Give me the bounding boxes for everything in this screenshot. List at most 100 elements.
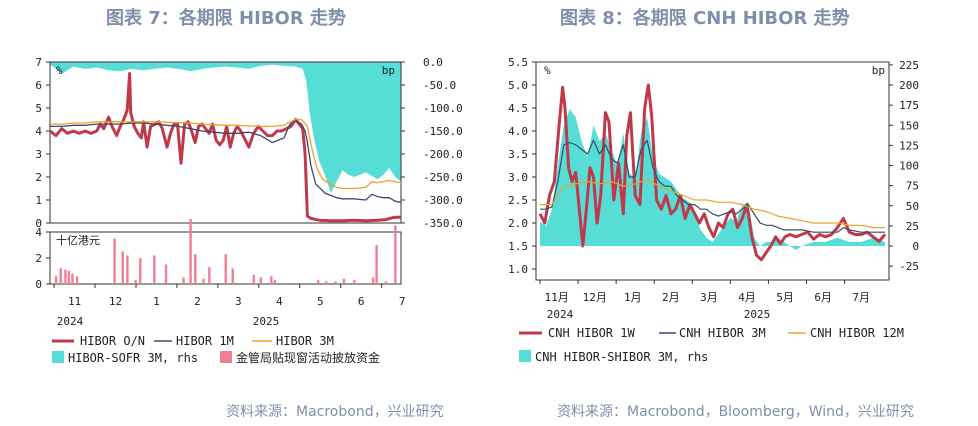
x-tick-label: 6月 [814,291,832,304]
right-ytick-label: -150.0 [423,125,463,138]
left-ytick-label: 1 [35,194,42,207]
left-ytick-label: 6 [35,79,42,92]
legend-label-cnh-1w: CNH HIBOR 1W [548,326,635,340]
bar-hkma-discount-window [334,281,337,284]
bar-hkma-discount-window [231,268,234,284]
left-ytick-label: 4.0 [508,125,528,138]
legend-label-cnh-shibor: CNH HIBOR-SHIBOR 3M, rhs [535,350,708,364]
line-cnh-hibor-3m [540,139,885,233]
bar-hkma-discount-window [342,278,346,284]
right-source-note: 资料来源：Macrobond，Bloomberg，Wind，兴业研究 [557,404,914,420]
bar-hkma-discount-window [71,273,74,284]
bar-hkma-discount-window [325,281,328,284]
bar-hkma-discount-window [194,254,197,284]
bar-hkma-discount-window [208,267,211,284]
lower-unit-label: 十亿港元 [56,233,100,247]
bar-hkma-discount-window [375,245,378,284]
x-tick-label: 2月 [662,291,680,304]
left-ytick-label: 5.0 [508,79,528,92]
legend-label-cnh-12m: CNH HIBOR 12M [810,326,904,340]
left-ytick-label: 2 [35,171,42,184]
left-ytick-label: 2.0 [508,217,528,230]
right-ytick-label: 100 [899,160,919,173]
right-ytick-label: -250.0 [423,171,463,184]
left-chart-title: 图表 7：各期限 HIBOR 走势 [106,8,346,29]
right-ytick-label: 0 [912,240,919,253]
legend-label-hibor-on: HIBOR O/N [80,334,145,348]
bar-hkma-discount-window [126,255,129,284]
upper-plot-frame [49,61,402,224]
right-ytick-label: 0.0 [423,56,443,69]
right-ytick-label: -100.0 [423,102,463,115]
bar-hkma-discount-window [121,251,124,284]
year-label-2024: 2024 [547,308,574,321]
legend-label-hibor-3m: HIBOR 3M [276,334,334,348]
bar-hkma-discount-window [371,277,375,284]
right-ytick-label: 150 [899,119,919,132]
x-tick-label: 7 [399,295,406,308]
bar-hkma-discount-window [384,281,388,284]
x-tick-label: 1 [153,295,160,308]
x-tick-label: 11月 [545,291,569,304]
right-ytick-label: 125 [899,139,919,152]
x-tick-label: 5月 [776,291,794,304]
legend-swatch-discount-window [220,351,232,363]
x-tick-label: 12 [109,295,122,308]
legend-label-hibor-sofr: HIBOR-SOFR 3M, rhs [68,351,198,365]
right-unit-label: bp [872,64,885,77]
left-ytick-label: 1.5 [508,240,528,253]
bar-hkma-discount-window [259,277,262,284]
right-ytick-label: -350.0 [423,217,463,230]
line-hibor-1m [50,119,402,203]
right-plot-frame [535,61,890,281]
bar-hkma-discount-window [252,274,255,284]
bar-hkma-discount-window [224,254,227,284]
left-ytick-label: 2.5 [508,194,528,207]
left-ytick-label: 3.0 [508,171,528,184]
year-label-2024: 2024 [57,315,84,328]
left-source-note: 资料来源：Macrobond，兴业研究 [226,404,444,420]
legend-label-discount-window: 金管局贴现窗活动披放资金 [236,350,380,365]
right-ytick-label: -200.0 [423,148,463,161]
area-cnh-hibor-shibor-3m [540,109,885,250]
left-ytick-label: 3 [35,148,42,161]
year-label-2025: 2025 [253,315,280,328]
x-tick-label: 12月 [583,291,607,304]
bar-hkma-discount-window [202,278,205,284]
right-ytick-label: 175 [899,99,919,112]
legend-swatch-cnh-shibor [519,350,531,362]
bar-hkma-discount-window [189,219,192,284]
left-unit-label: % [544,64,551,77]
bar-hkma-discount-window [59,268,62,284]
bar-hkma-discount-window [353,280,356,284]
bar-hkma-discount-window [67,271,71,284]
left-ytick-label: 1.0 [508,263,528,276]
legend-label-hibor-1m: HIBOR 1M [176,334,234,348]
line-hibor-3m [50,118,402,190]
bar-hkma-discount-window [75,276,79,284]
x-tick-label: 11 [68,295,81,308]
area-hibor-sofr-3m [50,62,401,194]
x-tick-label: 6 [358,295,365,308]
bar-hkma-discount-window [64,269,67,284]
right-unit-label: bp [382,64,395,77]
bar-hkma-discount-window [182,277,185,284]
right-ytick-label: 25 [906,220,919,233]
bar-hkma-discount-window [113,238,116,284]
legend-swatch-hibor-sofr [52,351,64,363]
lower-ytick-label: 0 [35,278,42,291]
left-ytick-label: 0 [35,217,42,230]
x-tick-label: 4月 [738,291,756,304]
left-ytick-label: 4.5 [508,102,528,115]
bar-hkma-discount-window [316,280,320,284]
left-ytick-label: 3.5 [508,148,528,161]
bar-hkma-discount-window [270,276,273,284]
right-ytick-label: -300.0 [423,194,463,207]
line-cnh-hibor-1w [538,83,887,262]
year-label-2025: 2025 [744,308,771,321]
left-ytick-label: 4 [35,125,42,138]
x-tick-label: 3月 [700,291,718,304]
x-tick-label: 3 [235,295,242,308]
right-chart-title: 图表 8：各期限 CNH HIBOR 走势 [560,8,850,29]
legend-label-cnh-3m: CNH HIBOR 3M [679,326,766,340]
